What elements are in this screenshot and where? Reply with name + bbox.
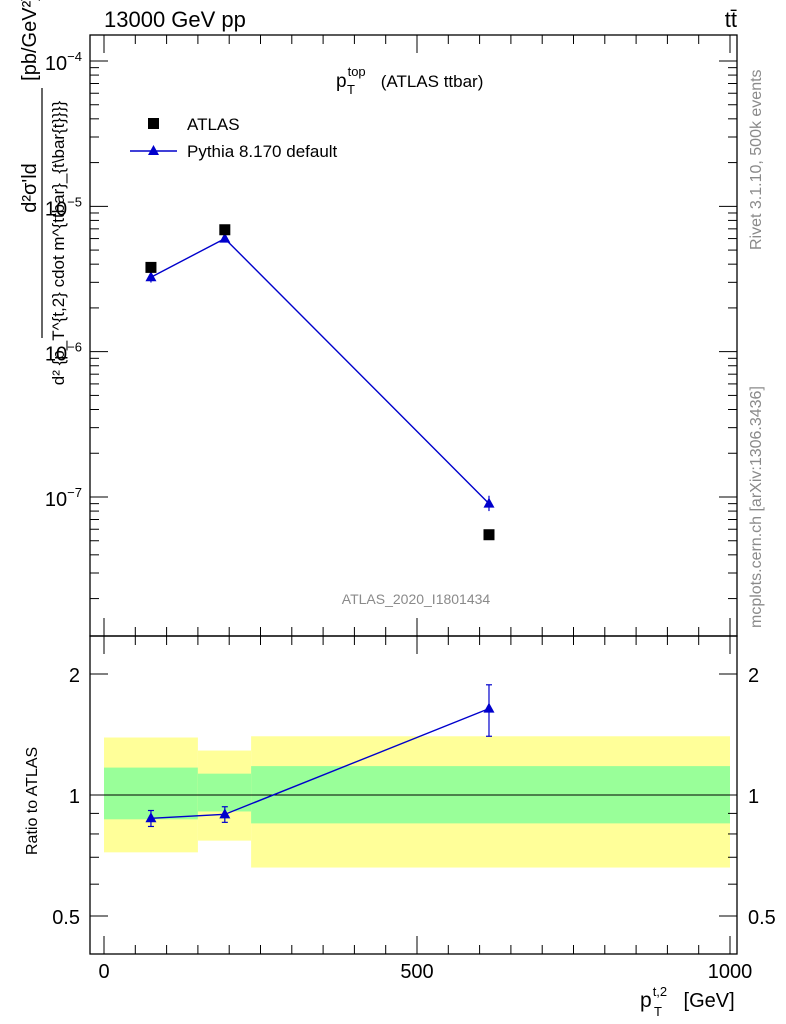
atlas-point xyxy=(483,529,495,541)
ratio-axis-ticks xyxy=(90,636,737,954)
legend-marker-pythia xyxy=(148,145,159,155)
ratio-ytick-label-1: 1 xyxy=(69,786,80,808)
main-ytick-label-1e-4: 10−4 xyxy=(45,49,82,75)
pythia-point xyxy=(483,497,495,508)
ratio-uncertainty-bands xyxy=(104,736,731,868)
ratio-ytick-label-right-2: 2 xyxy=(748,665,759,687)
ratio-ylabel: Ratio to ATLAS xyxy=(24,747,41,855)
xtick-label-0: 0 xyxy=(98,961,109,983)
atlas-point xyxy=(145,261,157,273)
header-energy: 13000 GeV pp xyxy=(104,7,246,32)
ylabel-unit: [pb/GeV²] xyxy=(19,0,41,81)
main-ytick-label-1e-5: 10−5 xyxy=(45,194,82,220)
pythia-line xyxy=(150,237,490,505)
chart-title: ptop T (ATLAS ttbar) xyxy=(336,64,483,97)
ratio-point xyxy=(145,812,157,823)
main-ylabel: d²σ'ld d² {p_T^{t,2} cdot m^{ttbar}_{t\b… xyxy=(19,0,68,385)
main-series-marks xyxy=(145,224,495,541)
band-inner-1 xyxy=(197,773,252,812)
ratio-ytick-label-0.5: 0.5 xyxy=(52,907,80,929)
main-ytick-label-1e-6: 10−6 xyxy=(45,340,82,366)
ratio-point xyxy=(219,808,231,819)
pythia-point xyxy=(145,271,157,282)
analysis-label: ATLAS_2020_I1801434 xyxy=(342,591,491,607)
header-process: tt̄ xyxy=(725,7,737,32)
xtick-label-1000: 1000 xyxy=(708,961,753,983)
rivet-version-label: Rivet 3.1.10, 500k events xyxy=(748,69,765,250)
legend-label-pythia: Pythia 8.170 default xyxy=(187,142,338,161)
ratio-ytick-label-right-1: 1 xyxy=(748,786,759,808)
legend-marker-atlas xyxy=(148,118,159,129)
ratio-ytick-label-2: 2 xyxy=(69,665,80,687)
main-ytick-label-1e-7: 10−7 xyxy=(45,485,82,511)
ratio-series-marks xyxy=(145,684,495,828)
xlabel: pt,2 T [GeV] xyxy=(640,984,735,1019)
atlas-point xyxy=(219,224,231,236)
ratio-point xyxy=(483,702,495,713)
ratio-ytick-label-right-0.5: 0.5 xyxy=(748,907,776,929)
legend-label-atlas: ATLAS xyxy=(187,115,240,134)
xtick-label-500: 500 xyxy=(400,961,433,983)
main-axis-ticks xyxy=(90,35,737,636)
pythia-point xyxy=(219,232,231,243)
ylabel-denominator: d² {p_T^{t,2} cdot m^{ttbar}_{t\bar{t}}}… xyxy=(49,100,68,385)
mcplots-label: mcplots.cern.ch [arXiv:1306.3436] xyxy=(748,386,765,628)
ylabel-numerator: d²σ'ld xyxy=(19,163,41,213)
